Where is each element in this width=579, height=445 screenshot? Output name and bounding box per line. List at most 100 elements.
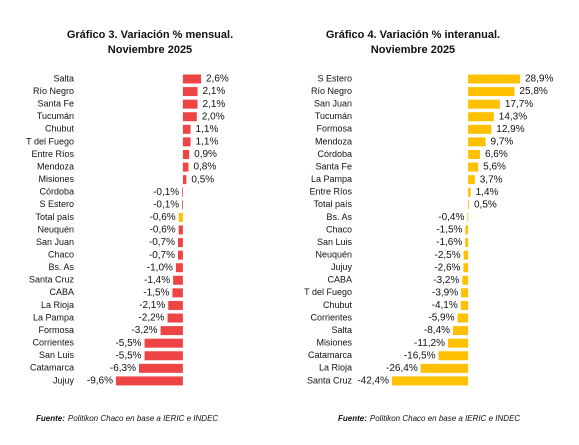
value-label: -5,5%: [115, 338, 141, 349]
bar: [463, 250, 469, 260]
category-label: Santa Cruz: [307, 375, 353, 385]
bar: [468, 124, 492, 134]
bar: [182, 187, 183, 197]
category-label: Chaco: [48, 249, 74, 259]
bar: [182, 137, 191, 147]
category-label: San Luis: [317, 237, 353, 247]
category-label: CABA: [327, 275, 352, 285]
bar: [465, 238, 469, 248]
value-label: 3,7%: [480, 174, 503, 185]
value-label: 25,8%: [519, 86, 547, 97]
value-label: 6,6%: [485, 149, 508, 160]
value-label: 9,7%: [491, 137, 514, 148]
bar: [461, 288, 469, 298]
category-label: Córdoba: [317, 149, 352, 159]
bar: [182, 175, 187, 185]
category-label: Neuquén: [37, 224, 74, 234]
value-label: -5,9%: [428, 313, 454, 324]
chart-subtitle: Noviembre 2025: [371, 44, 455, 56]
category-label: Chubut: [45, 124, 75, 134]
bar: [438, 351, 469, 361]
bar: [144, 351, 183, 361]
bar: [178, 250, 183, 260]
category-label: Catamarca: [30, 363, 74, 373]
category-label: San Juan: [314, 99, 352, 109]
category-label: Corrientes: [32, 338, 74, 348]
category-label: T del Fuego: [304, 287, 352, 297]
source-text: Politikon Chaco en base a IERIC e INDEC: [370, 414, 521, 423]
value-label: 2,6%: [206, 74, 229, 85]
bar: [467, 212, 469, 222]
value-label: 5,6%: [483, 162, 506, 173]
category-label: Formosa: [38, 325, 74, 335]
value-label: 0,5%: [191, 174, 214, 185]
bar: [144, 338, 183, 348]
category-label: Río Negro: [311, 86, 352, 96]
category-label: Salta: [53, 73, 74, 83]
value-label: 2,1%: [203, 99, 226, 110]
value-label: 1,1%: [196, 137, 219, 148]
bar: [468, 187, 471, 197]
chart-subtitle: Noviembre 2025: [108, 44, 192, 56]
value-label: 1,4%: [476, 187, 499, 198]
bar: [182, 112, 197, 122]
source-text: Politikon Chaco en base a IERIC e INDEC: [68, 414, 219, 423]
bar: [138, 363, 183, 373]
bar: [178, 225, 183, 235]
category-label: S Estero: [39, 199, 74, 209]
value-label: -0,6%: [150, 225, 176, 236]
value-label: -1,0%: [147, 262, 173, 273]
value-label: -3,2%: [131, 325, 157, 336]
bar: [178, 212, 183, 222]
category-label: Tucumán: [37, 111, 74, 121]
value-label: -1,6%: [436, 237, 462, 248]
bar: [457, 313, 469, 323]
value-label: -1,5%: [436, 225, 462, 236]
category-label: Jujuy: [53, 375, 75, 385]
value-label: 12,9%: [496, 124, 524, 135]
value-label: -0,1%: [153, 187, 179, 198]
value-label: -26,4%: [386, 363, 418, 374]
category-label: Mendoza: [37, 161, 74, 171]
value-label: 28,9%: [525, 74, 553, 85]
bar: [465, 225, 469, 235]
category-label: Santa Cruz: [29, 275, 75, 285]
category-label: Salta: [331, 325, 352, 335]
category-label: Entre Ríos: [31, 149, 74, 159]
bar: [468, 99, 500, 109]
bar: [468, 137, 486, 147]
value-label: -42,4%: [357, 376, 389, 387]
bar: [420, 363, 469, 373]
category-label: San Luis: [39, 350, 75, 360]
bar: [448, 338, 469, 348]
bar: [468, 200, 470, 210]
value-label: 17,7%: [505, 99, 533, 110]
value-label: -2,5%: [435, 250, 461, 261]
source-label: Fuente:: [338, 414, 367, 423]
bar: [168, 300, 183, 310]
bar: [463, 263, 469, 273]
value-label: -2,6%: [434, 262, 460, 273]
value-label: 0,5%: [474, 199, 497, 210]
bar: [468, 162, 479, 172]
bar: [116, 376, 183, 386]
value-label: 0,8%: [193, 162, 216, 173]
value-label: -0,6%: [150, 212, 176, 223]
category-label: Formosa: [316, 124, 352, 134]
bar: [392, 376, 469, 386]
category-label: La Rioja: [319, 363, 352, 373]
category-label: La Pampa: [311, 174, 352, 184]
bar: [453, 326, 469, 336]
category-label: Chaco: [326, 224, 352, 234]
category-label: Bs. As: [326, 212, 352, 222]
bar: [182, 200, 183, 210]
value-label: -0,1%: [153, 199, 179, 210]
bar: [462, 275, 469, 285]
chart-title: Gráfico 4. Variación % interanual.: [326, 29, 500, 41]
value-label: -0,7%: [149, 237, 175, 248]
value-label: 0,9%: [194, 149, 217, 160]
category-label: T del Fuego: [26, 136, 74, 146]
bar: [173, 275, 183, 285]
source-note: Fuente: Politikon Chaco en base a IERIC e…: [36, 414, 218, 423]
value-label: -0,7%: [149, 250, 175, 261]
